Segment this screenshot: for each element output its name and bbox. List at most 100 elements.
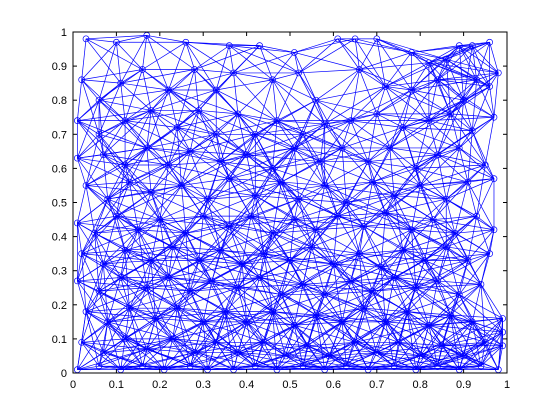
graph-edge <box>476 79 495 118</box>
graph-edge <box>107 185 182 200</box>
graph-edge <box>467 178 495 183</box>
graph-edge <box>437 365 460 370</box>
graph-edge <box>189 352 195 367</box>
graph-edge <box>463 355 499 370</box>
graph-node <box>304 342 311 350</box>
graph-edge <box>129 277 169 309</box>
graph-edge <box>98 99 126 121</box>
graph-edge <box>385 185 421 214</box>
graph-edge <box>471 79 477 131</box>
graph-edge <box>229 181 282 227</box>
graph-edge <box>77 110 152 122</box>
graph-edge <box>272 52 295 80</box>
graph-edge <box>85 38 117 43</box>
graph-edge <box>298 198 317 230</box>
graph-edge <box>467 253 490 261</box>
graph-node <box>486 83 493 90</box>
graph-edge <box>497 332 504 370</box>
graph-edge <box>402 127 438 156</box>
graph-node <box>499 315 507 322</box>
x-tick-label: 0 <box>70 379 76 391</box>
graph-edge <box>263 341 330 357</box>
graph-edge <box>228 195 256 227</box>
graph-edge <box>237 113 278 122</box>
graph-edge <box>428 294 460 326</box>
graph-edge <box>393 250 404 278</box>
graph-edge <box>168 277 212 282</box>
graph-node <box>139 66 146 73</box>
graph-edge <box>246 154 273 169</box>
graph-edge <box>402 246 447 251</box>
graph-edge <box>428 99 464 121</box>
graph-edge <box>302 246 313 285</box>
graph-edge <box>116 164 126 217</box>
graph-edge <box>385 280 438 323</box>
graph-edge <box>281 181 347 203</box>
graph-edge <box>385 58 447 87</box>
graph-edge <box>207 181 282 200</box>
graph-edge <box>263 342 278 370</box>
graph-node <box>382 209 389 217</box>
graph-edge <box>359 226 365 254</box>
graph-node <box>356 66 363 73</box>
graph-edge <box>446 229 495 248</box>
y-tick-label: 0.5 <box>52 198 67 210</box>
graph-edge <box>450 86 490 115</box>
graph-edge <box>363 307 386 323</box>
graph-edge <box>293 52 300 73</box>
graph-node <box>494 69 502 77</box>
graph-edge <box>202 161 221 217</box>
graph-edge <box>372 147 391 183</box>
graph-edge <box>376 352 395 367</box>
graph-edge <box>215 113 239 135</box>
graph-edge <box>120 35 148 84</box>
graph-edge <box>324 113 377 125</box>
graph-edge <box>176 127 191 152</box>
graph-edge <box>250 181 282 217</box>
graph-edge <box>198 260 243 265</box>
graph-edge <box>407 294 460 312</box>
graph-node <box>369 287 376 295</box>
graph-edge <box>116 215 160 220</box>
graph-node <box>447 110 454 118</box>
graph-edge <box>445 199 456 234</box>
graph-edge <box>216 342 256 367</box>
graph-edge <box>463 355 482 367</box>
graph-edge <box>107 287 148 323</box>
graph-node <box>308 243 316 251</box>
graph-edge <box>315 215 338 231</box>
graph-edge <box>202 178 230 217</box>
graph-edge <box>81 79 100 101</box>
graph-edge <box>146 287 156 319</box>
y-tick-label: 0 <box>61 368 67 380</box>
graph-edge <box>255 325 295 367</box>
graph-edge <box>415 283 481 289</box>
graph-edge <box>363 226 425 261</box>
graph-edge <box>294 120 351 149</box>
graph-edge <box>311 215 339 248</box>
graph-edge <box>298 38 338 74</box>
graph-edge <box>229 198 299 227</box>
graph-edge <box>138 215 204 231</box>
graph-edge <box>85 311 108 323</box>
graph-edge <box>459 41 490 46</box>
graph-node <box>217 158 224 165</box>
graph-edge <box>146 321 204 350</box>
graph-edge <box>255 345 308 367</box>
graph-edge <box>263 198 299 254</box>
graph-edge <box>120 365 143 370</box>
graph-edge <box>263 253 334 265</box>
graph-edge <box>437 79 464 101</box>
graph-edge <box>315 100 326 125</box>
graph-edge <box>315 314 377 353</box>
graph-edge <box>337 38 412 53</box>
graph-edge <box>207 321 247 370</box>
graph-edge <box>437 345 443 367</box>
graph-edge <box>359 253 425 261</box>
graph-edge <box>103 260 152 265</box>
graph-edge <box>458 130 473 149</box>
graph-edge <box>124 147 147 166</box>
graph-node <box>438 342 446 350</box>
graph-edge <box>367 127 404 162</box>
graph-node <box>412 165 420 172</box>
